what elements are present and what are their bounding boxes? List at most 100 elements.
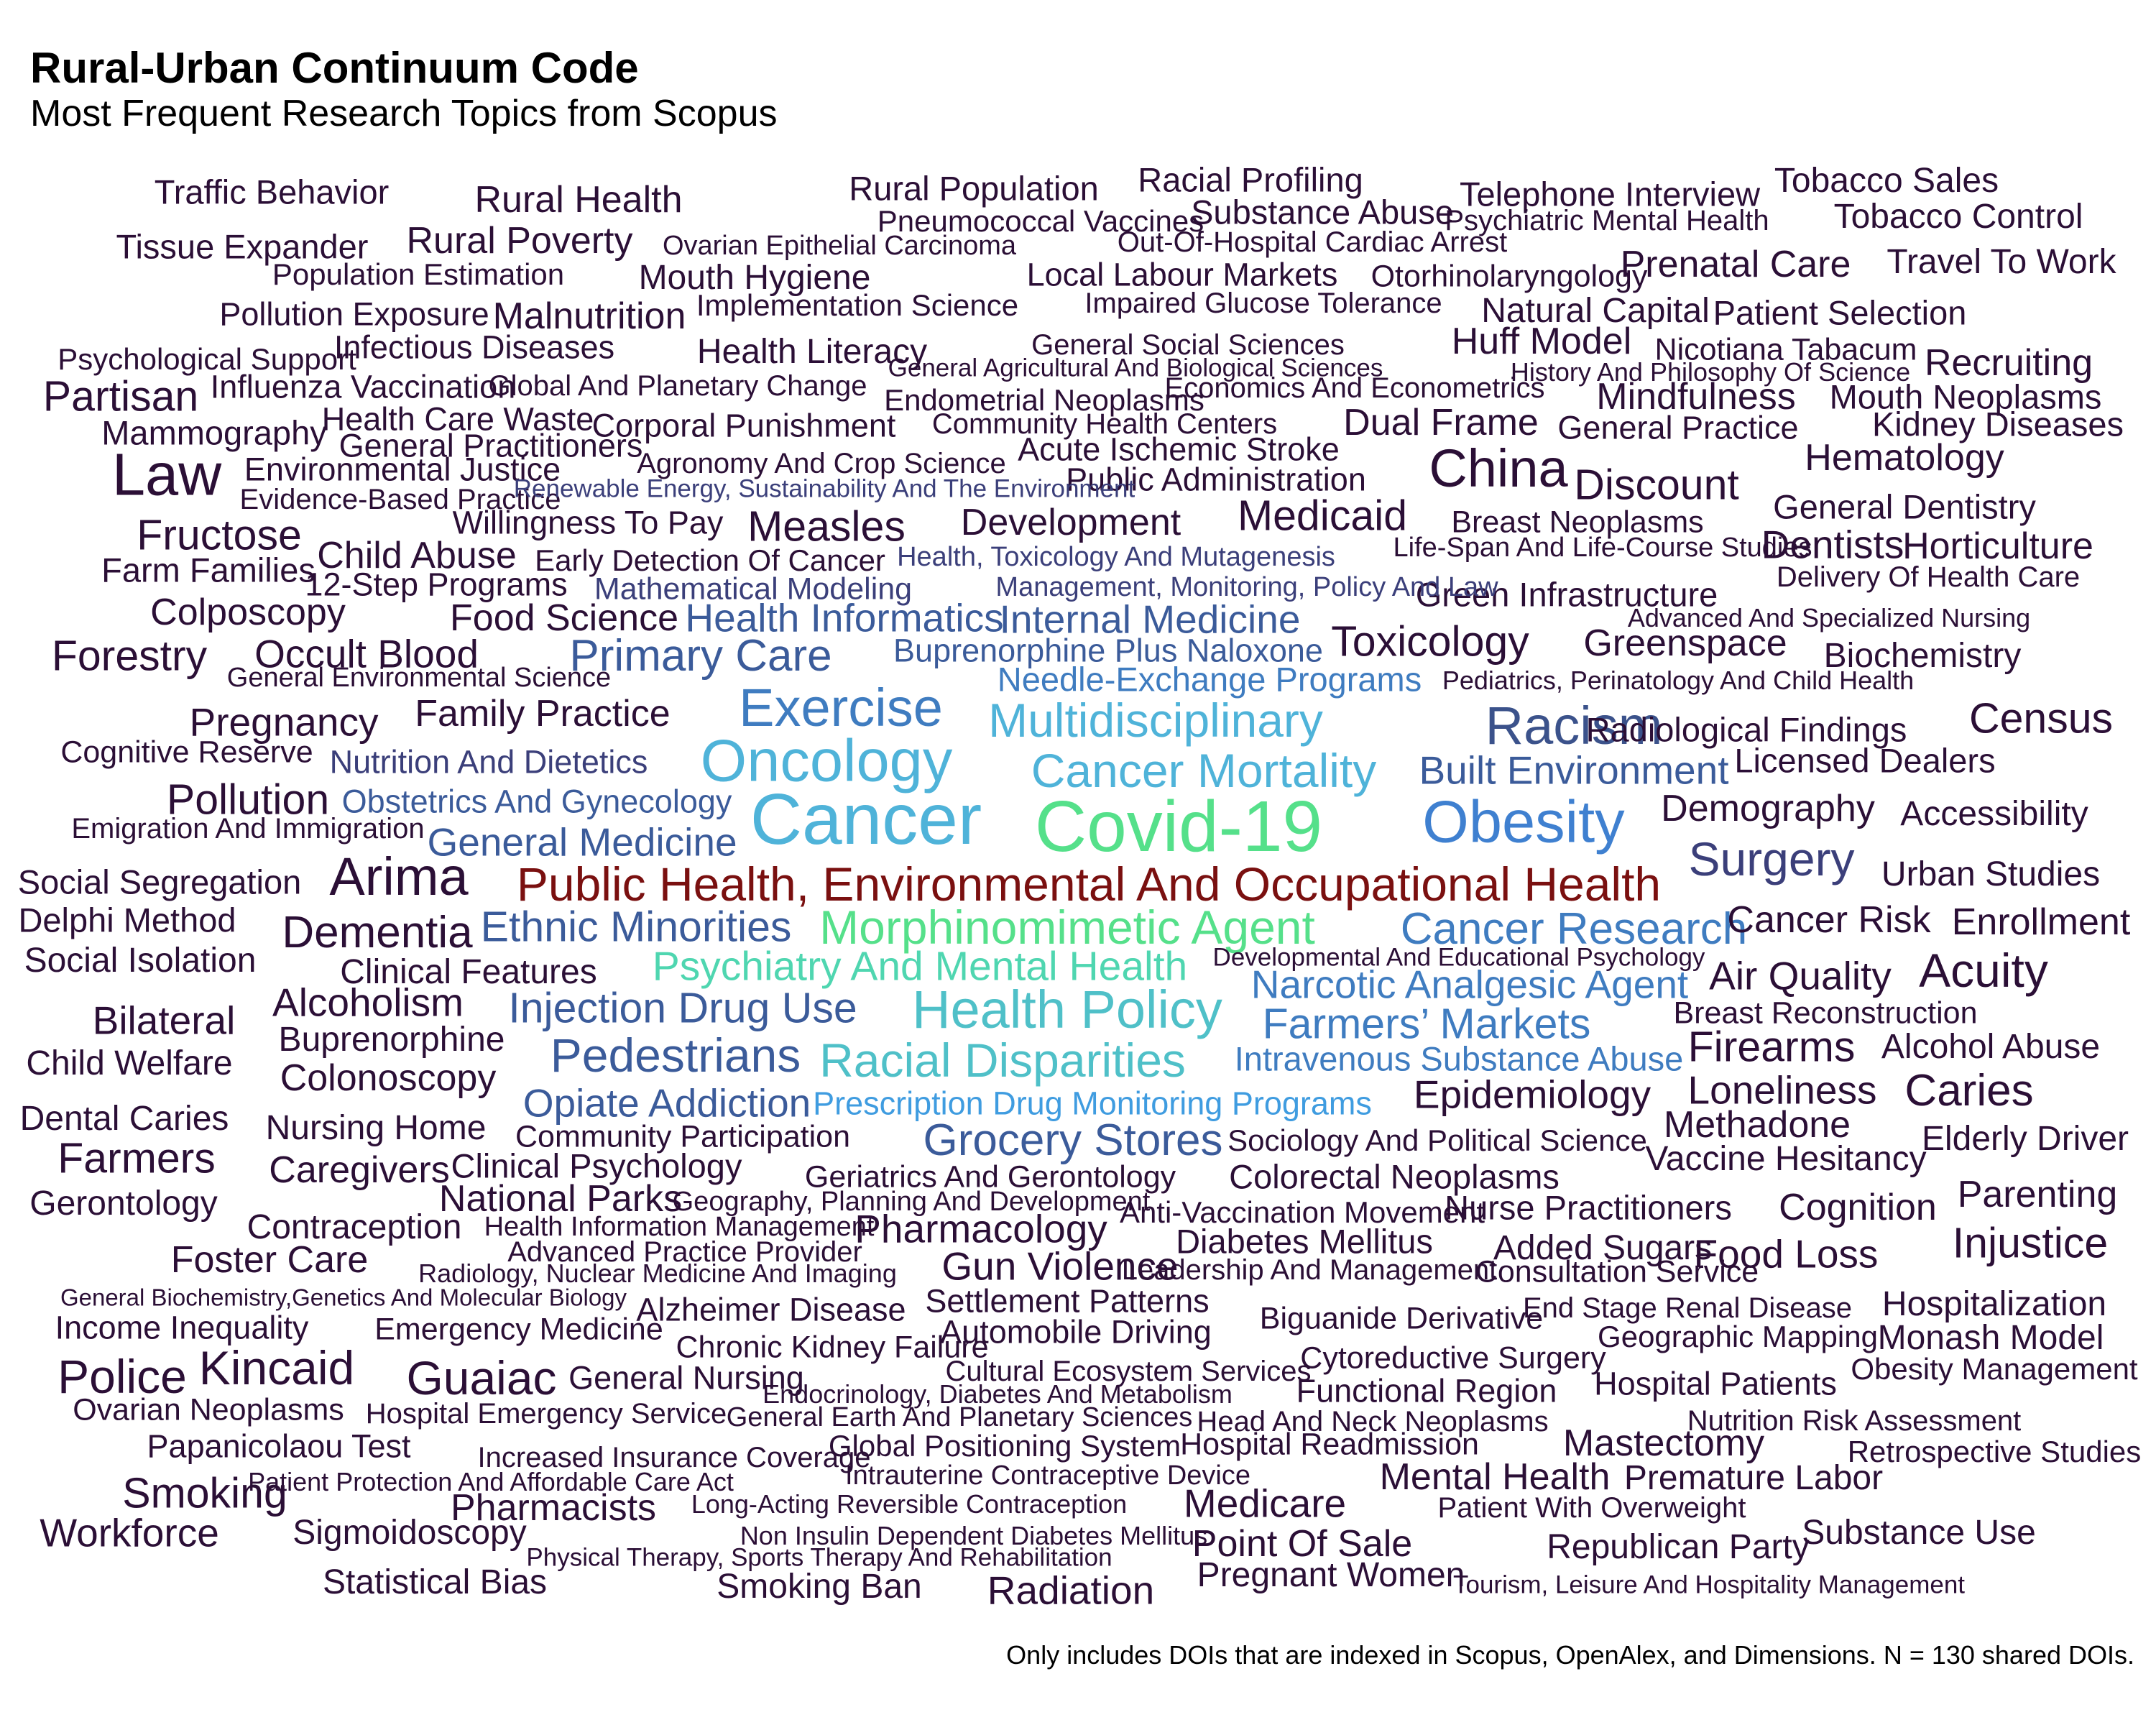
word-advanced-practice-provider: Advanced Practice Provider	[507, 1236, 862, 1268]
word-statistical-bias: Statistical Bias	[322, 1563, 548, 1601]
word-substance-use: Substance Use	[1802, 1514, 2036, 1552]
word-primary-care: Primary Care	[569, 631, 832, 681]
word-national-parks: National Parks	[438, 1178, 683, 1220]
word-community-health-centers: Community Health Centers	[931, 408, 1278, 440]
word-emergency-medicine: Emergency Medicine	[374, 1312, 663, 1347]
word-injustice: Injustice	[1952, 1219, 2109, 1267]
word-delivery-of-health-care: Delivery Of Health Care	[1776, 561, 2081, 593]
word-corporal-punishment: Corporal Punishment	[591, 407, 896, 444]
word-hospital-emergency-service: Hospital Emergency Service	[365, 1398, 727, 1430]
word-health-policy: Health Policy	[912, 980, 1222, 1039]
word-out-of-hospital-cardiac-arrest: Out-Of-Hospital Cardiac Arrest	[1117, 226, 1508, 258]
word-telephone-interview: Telephone Interview	[1459, 175, 1761, 213]
word-toxicology: Toxicology	[1331, 617, 1529, 666]
word-retrospective-studies: Retrospective Studies	[1847, 1435, 2142, 1468]
word-nurse-practitioners: Nurse Practitioners	[1445, 1188, 1732, 1227]
word-evidence-based-practice: Evidence-Based Practice	[239, 484, 561, 515]
word-dementia: Dementia	[282, 908, 473, 957]
word-child-welfare: Child Welfare	[26, 1044, 233, 1082]
word-epidemiology: Epidemiology	[1413, 1072, 1651, 1117]
word-general-environmental-science: General Environmental Science	[226, 663, 612, 693]
word-pedestrians: Pedestrians	[550, 1029, 801, 1082]
word-obesity: Obesity	[1422, 788, 1625, 855]
word-point-of-sale: Point Of Sale	[1192, 1523, 1413, 1565]
word-mental-health: Mental Health	[1379, 1456, 1611, 1498]
word-patient-selection: Patient Selection	[1713, 293, 1967, 332]
word-greenspace: Greenspace	[1583, 622, 1787, 664]
word-breast-neoplasms: Breast Neoplasms	[1451, 505, 1704, 540]
word-functional-region: Functional Region	[1296, 1372, 1557, 1409]
word-income-inequality: Income Inequality	[55, 1309, 309, 1346]
word-monash-model: Monash Model	[1877, 1319, 2104, 1357]
word-firearms: Firearms	[1687, 1023, 1856, 1071]
word-health-information-management: Health Information Management	[484, 1212, 875, 1242]
word-intravenous-substance-abuse: Intravenous Substance Abuse	[1234, 1039, 1684, 1078]
word-environmental-justice: Environmental Justice	[244, 451, 561, 488]
word-prescription-drug-monitoring-programs: Prescription Drug Monitoring Programs	[813, 1085, 1372, 1122]
word-discount: Discount	[1574, 461, 1739, 509]
word-general-earth-and-planetary-sciences: General Earth And Planetary Sciences	[726, 1402, 1193, 1432]
word-radiation: Radiation	[987, 1568, 1155, 1613]
word-nicotiana-tabacum: Nicotiana Tabacum	[1654, 332, 1917, 367]
word-pharmacology: Pharmacology	[854, 1206, 1107, 1251]
word-nutrition-and-dietetics: Nutrition And Dietetics	[329, 743, 648, 781]
word-grocery-stores: Grocery Stores	[923, 1116, 1223, 1165]
word-ovarian-neoplasms: Ovarian Neoplasms	[73, 1392, 344, 1427]
word-licensed-dealers: Licensed Dealers	[1734, 741, 1996, 780]
word-increased-insurance-coverage: Increased Insurance Coverage	[477, 1442, 871, 1473]
word-food-loss: Food Loss	[1693, 1231, 1879, 1276]
word-public-health-environmental-and-occupational-health: Public Health, Environmental And Occupat…	[516, 857, 1662, 911]
word-buprenorphine: Buprenorphine	[278, 1021, 505, 1059]
word-non-insulin-dependent-diabetes-mellitus: Non Insulin Dependent Diabetes Mellitus	[740, 1521, 1208, 1550]
word-gerontology: Gerontology	[29, 1184, 218, 1223]
word-tobacco-sales: Tobacco Sales	[1774, 162, 1999, 200]
word-long-acting-reversible-contraception: Long-Acting Reversible Contraception	[691, 1489, 1128, 1519]
word-caregivers: Caregivers	[269, 1149, 450, 1191]
word-huff-model: Huff Model	[1451, 321, 1632, 362]
word-infectious-diseases: Infectious Diseases	[333, 328, 615, 366]
word-general-biochemistry-genetics-and-molecular-biology: General Biochemistry,Genetics And Molecu…	[60, 1284, 627, 1311]
word-social-isolation: Social Isolation	[24, 942, 257, 980]
word-foster-care: Foster Care	[170, 1239, 369, 1281]
word-mouth-hygiene: Mouth Hygiene	[638, 259, 871, 297]
word-implementation-science: Implementation Science	[696, 288, 1019, 322]
word-nutrition-risk-assessment: Nutrition Risk Assessment	[1687, 1405, 2022, 1437]
word-urban-studies: Urban Studies	[1881, 855, 2101, 893]
word-colposcopy: Colposcopy	[150, 592, 346, 633]
word-enrollment: Enrollment	[1951, 901, 2131, 943]
word-endocrinology-diabetes-and-metabolism: Endocrinology, Diabetes And Metabolism	[763, 1379, 1233, 1409]
word-bilateral: Bilateral	[92, 998, 236, 1043]
word-cancer-research: Cancer Research	[1400, 904, 1748, 954]
word-guaiac: Guaiac	[406, 1351, 557, 1404]
word-elderly-driver: Elderly Driver	[1921, 1120, 2129, 1158]
word-mouth-neoplasms: Mouth Neoplasms	[1829, 377, 2102, 416]
word-end-stage-renal-disease: End Stage Renal Disease	[1522, 1292, 1853, 1324]
word-multidisciplinary: Multidisciplinary	[988, 694, 1323, 747]
word-psychiatric-mental-health: Psychiatric Mental Health	[1445, 205, 1769, 236]
word-workforce: Workforce	[40, 1510, 219, 1555]
word-dental-caries: Dental Caries	[19, 1100, 229, 1138]
word-pregnant-women: Pregnant Women	[1197, 1556, 1465, 1594]
word-cognition: Cognition	[1779, 1187, 1937, 1228]
word-pregnancy: Pregnancy	[189, 699, 379, 745]
word-racism: Racism	[1485, 696, 1663, 755]
word-child-abuse: Child Abuse	[317, 535, 517, 576]
word-needle-exchange-programs: Needle-Exchange Programs	[997, 660, 1422, 699]
word-air-quality: Air Quality	[1709, 953, 1892, 998]
word-ovarian-epithelial-carcinoma: Ovarian Epithelial Carcinoma	[662, 231, 1017, 261]
word-clinical-features: Clinical Features	[340, 953, 597, 991]
word-biguanide-derivative: Biguanide Derivative	[1259, 1301, 1544, 1336]
word-history-and-philosophy-of-science: History And Philosophy Of Science	[1510, 357, 1911, 387]
word-patient-with-overweight: Patient With Overweight	[1437, 1492, 1746, 1524]
word-police: Police	[57, 1350, 187, 1403]
word-colorectal-neoplasms: Colorectal Neoplasms	[1229, 1157, 1560, 1196]
word-social-segregation: Social Segregation	[17, 862, 302, 901]
word-parenting: Parenting	[1957, 1174, 2118, 1215]
word-psychiatry-and-mental-health: Psychiatry And Mental Health	[652, 943, 1188, 990]
word-traffic-behavior: Traffic Behavior	[154, 172, 390, 211]
word-economics-and-econometrics: Economics And Econometrics	[1164, 372, 1545, 404]
word-physical-therapy-sports-therapy-and-rehabilitation: Physical Therapy, Sports Therapy And Reh…	[526, 1543, 1112, 1572]
word-alzheimer-disease: Alzheimer Disease	[636, 1291, 906, 1328]
word-alcohol-abuse: Alcohol Abuse	[1881, 1028, 2101, 1066]
word-cognitive-reserve: Cognitive Reserve	[60, 735, 313, 770]
